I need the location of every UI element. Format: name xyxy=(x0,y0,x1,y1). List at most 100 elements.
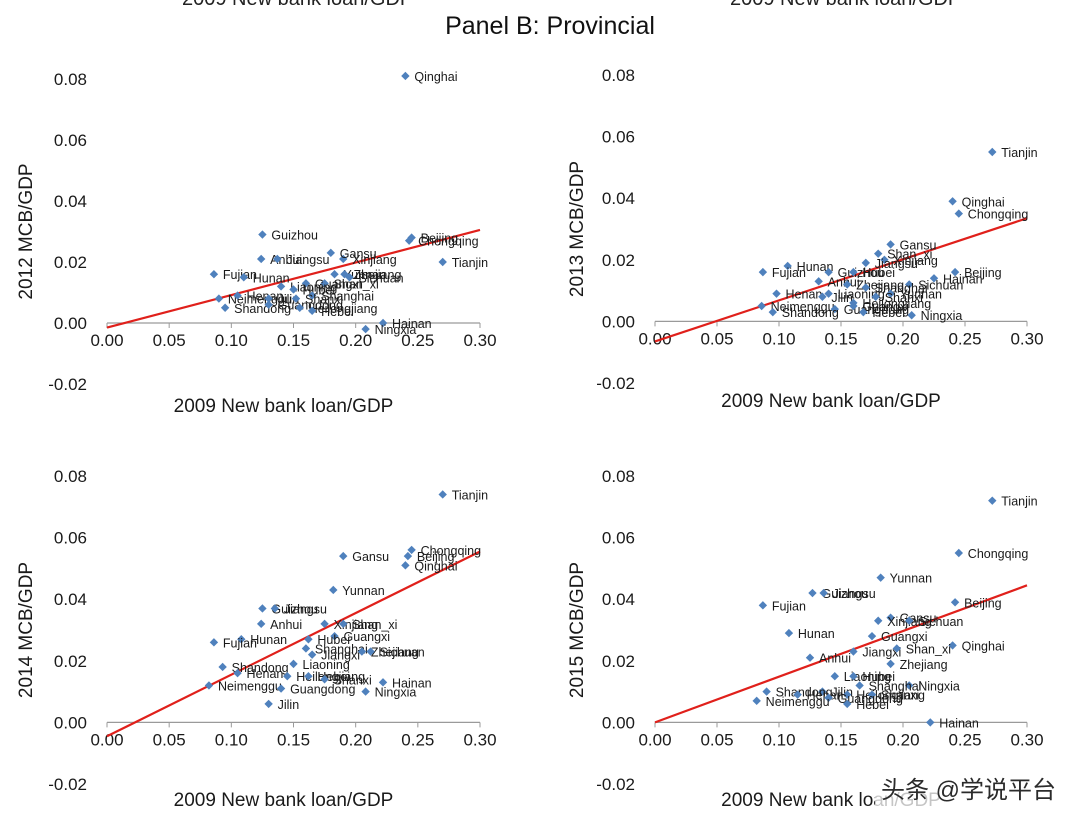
point-label: Chongqing xyxy=(421,544,482,558)
data-point xyxy=(905,616,914,625)
point-label: Ningxia xyxy=(375,686,417,700)
data-point xyxy=(291,294,301,303)
point-label: Guizhou xyxy=(271,602,318,616)
data-point xyxy=(849,267,858,277)
data-point xyxy=(301,279,311,288)
data-point xyxy=(886,289,895,298)
x-tick-label: 0.30 xyxy=(463,331,496,350)
y-axis-title: 2014 MCB/GDP xyxy=(16,562,37,698)
point-label: Shanghai xyxy=(315,642,368,656)
point-label: Jilin xyxy=(278,293,300,307)
data-point xyxy=(401,561,410,570)
data-point xyxy=(907,311,916,320)
x-tick-label: 0.05 xyxy=(700,730,733,749)
point-label: Shanxi xyxy=(305,293,343,307)
point-label: Sichuan xyxy=(918,278,963,292)
data-point xyxy=(819,588,828,598)
point-label: Fujian xyxy=(772,599,806,613)
point-label: Hebei xyxy=(856,698,889,712)
y-tick-label: 0.06 xyxy=(54,529,87,548)
y-tick-label: 0.04 xyxy=(602,590,635,609)
data-point xyxy=(276,684,286,693)
y-tick-label: 0.06 xyxy=(54,131,87,150)
point-label: Jiangsu xyxy=(286,253,329,267)
point-label: Yunnan xyxy=(342,584,384,598)
x-tick-label: 0.20 xyxy=(886,329,919,348)
data-point xyxy=(874,249,883,258)
x-tick-label: 0.05 xyxy=(153,730,186,749)
point-label: Hebei xyxy=(321,305,354,319)
data-point xyxy=(339,551,348,561)
data-point xyxy=(438,257,447,267)
scatter-panel-3: 0.00 0.05 0.10 0.15 0.20 0.25 0.30 -0.02 0.00 0.0… xyxy=(16,467,497,811)
data-point xyxy=(378,318,388,328)
point-label: Hainan xyxy=(392,676,432,690)
scatter-panel-1: 0.00 0.05 0.10 0.15 0.20 0.25 0.30 -0.02 0.00 0.0… xyxy=(16,70,497,417)
data-point xyxy=(407,545,416,555)
point-label: Henan xyxy=(786,288,823,302)
point-label: Shan_xi xyxy=(887,248,932,262)
data-point xyxy=(378,678,388,687)
point-label: Guizhou xyxy=(271,229,318,243)
point-label: Jiangsu xyxy=(875,257,918,271)
point-label: Xinjiang xyxy=(893,254,938,268)
data-point xyxy=(988,496,997,505)
point-label: Shanghai xyxy=(321,290,374,304)
point-label: Yunnan xyxy=(344,268,386,282)
data-point xyxy=(438,490,447,499)
point-label: Ningxia xyxy=(918,679,960,693)
data-point xyxy=(273,254,282,264)
point-label: Guangdong xyxy=(838,692,903,706)
data-point xyxy=(361,324,370,334)
data-point xyxy=(849,672,858,681)
point-label: Guangxi xyxy=(881,630,928,644)
data-point xyxy=(329,585,338,595)
point-label: Hainan xyxy=(943,272,983,286)
point-label: Jiangxi xyxy=(321,649,360,663)
scatter-panel-2: 0.00 0.05 0.10 0.15 0.20 0.25 0.30 -0.02 0.00 0.0… xyxy=(567,66,1044,412)
point-label: Beijing xyxy=(421,232,459,246)
point-label: Jilin xyxy=(278,698,300,712)
point-label: Zhejiang xyxy=(371,646,419,660)
y-tick-label: 0.06 xyxy=(602,128,635,147)
point-label: Guangdong xyxy=(290,683,355,697)
data-point xyxy=(401,71,410,81)
point-label: Hubei xyxy=(862,670,895,684)
data-point xyxy=(237,635,246,644)
y-tick-label: 0.02 xyxy=(602,652,635,671)
y-tick-label: 0.04 xyxy=(602,189,635,208)
point-label: Hunan xyxy=(798,627,835,641)
data-point xyxy=(357,647,367,656)
data-point xyxy=(264,699,273,709)
x-tick-label: 0.10 xyxy=(762,329,795,348)
x-axis-title: 2009 New bank loan/GDP xyxy=(174,790,394,811)
data-point xyxy=(214,294,224,303)
point-label: Guangdong xyxy=(278,299,343,313)
point-label: Chongqing xyxy=(418,235,479,249)
x-tick-label: 0.30 xyxy=(1010,730,1043,749)
x-tick-label: 0.20 xyxy=(339,730,372,749)
data-point xyxy=(295,303,304,312)
point-label: Neimenggu xyxy=(218,679,282,693)
point-label: Jiangsu xyxy=(284,602,327,616)
point-label: Shanghai xyxy=(869,679,922,693)
data-point xyxy=(843,280,852,289)
point-label: Zhejiang xyxy=(353,268,401,282)
point-label: Guangdong xyxy=(844,303,909,317)
point-label: Guangxi xyxy=(315,277,362,291)
point-label: Hunan xyxy=(253,271,290,285)
data-point xyxy=(892,644,901,653)
point-label: Hubei xyxy=(862,266,895,280)
data-point xyxy=(366,647,375,656)
point-label: Guizhou xyxy=(821,587,868,601)
point-label: Guangxi xyxy=(344,630,391,644)
data-point xyxy=(905,681,914,690)
point-label: Shanxi xyxy=(881,689,919,703)
data-point xyxy=(757,301,766,311)
point-label: Shandong xyxy=(782,306,839,320)
point-label: Jilin xyxy=(831,291,853,305)
point-label: Fujian xyxy=(772,266,806,280)
point-label: Qinghai xyxy=(962,639,1005,653)
point-label: Qinghai xyxy=(414,559,457,573)
point-label: Shan_xi xyxy=(352,618,397,632)
